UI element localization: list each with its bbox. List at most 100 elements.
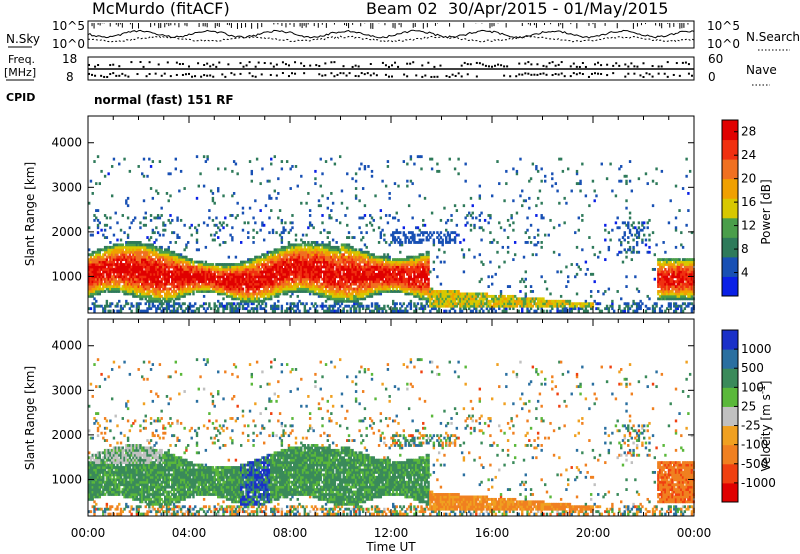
power-cell	[464, 292, 467, 296]
power-cell	[328, 294, 331, 298]
power-cell	[259, 209, 262, 213]
power-cell	[370, 285, 374, 288]
power-cell	[268, 297, 271, 301]
freq-dot	[684, 61, 687, 64]
power-cell	[227, 255, 231, 259]
power-cell	[232, 263, 236, 266]
power-cell	[314, 285, 317, 288]
power-cell	[156, 265, 160, 269]
power-cell	[133, 275, 137, 279]
power-cell	[275, 280, 278, 284]
power-cell	[324, 277, 328, 281]
power-cell	[121, 265, 124, 269]
power-cell	[192, 304, 195, 308]
power-cell	[282, 282, 285, 286]
power-cell	[363, 290, 367, 293]
power-cell	[475, 307, 478, 311]
power-cell	[361, 270, 365, 274]
power-cell	[317, 253, 321, 257]
power-cell	[342, 245, 345, 249]
power-cell	[422, 297, 425, 301]
power-cell	[155, 299, 158, 303]
power-cell	[220, 272, 223, 276]
power-cell	[167, 272, 170, 276]
power-cell	[369, 294, 372, 298]
power-cell	[110, 248, 114, 252]
power-cell	[291, 165, 294, 168]
freq-dot	[506, 65, 509, 68]
power-cell	[328, 250, 331, 254]
power-cell	[240, 272, 243, 276]
power-cell	[349, 297, 352, 301]
power-cell	[259, 260, 262, 264]
power-cell	[450, 294, 453, 298]
power-cell	[98, 182, 102, 186]
power-cell	[285, 287, 289, 291]
power-cell	[167, 245, 170, 249]
power-cell	[146, 250, 149, 254]
power-cell	[116, 255, 119, 259]
power-cell	[425, 277, 428, 281]
power-cell	[252, 260, 255, 264]
power-cell	[271, 258, 275, 262]
power-cell	[229, 267, 232, 271]
power-cell	[330, 297, 333, 301]
power-cell	[181, 263, 185, 266]
power-cell	[347, 270, 351, 274]
power-cell	[363, 282, 367, 286]
power-cell	[167, 290, 170, 293]
power-cell	[208, 277, 211, 281]
power-cell	[439, 231, 443, 235]
freq-dot	[294, 61, 297, 64]
power-cell	[240, 270, 243, 274]
power-cell	[441, 297, 444, 301]
power-cell	[211, 263, 215, 266]
power-cell	[211, 196, 215, 200]
power-cell	[119, 263, 123, 266]
power-cell	[294, 255, 298, 259]
power-cell	[335, 294, 338, 298]
power-cell	[416, 241, 420, 244]
power-cell	[395, 275, 398, 279]
power-cell	[291, 253, 294, 257]
power-cell	[422, 223, 425, 227]
power-cell	[307, 241, 310, 244]
power-cell	[427, 285, 430, 288]
power-cell	[356, 294, 360, 298]
power-cell	[275, 277, 278, 281]
power-cell	[126, 287, 130, 291]
power-cell	[326, 255, 330, 259]
power-cell	[123, 280, 126, 284]
freq-dot	[542, 64, 545, 67]
power-cell	[407, 270, 411, 274]
power-cell	[151, 304, 155, 308]
power-cell	[105, 258, 109, 262]
power-cell	[305, 267, 308, 271]
power-cell	[406, 309, 409, 313]
power-cell	[452, 238, 455, 242]
power-cell	[314, 307, 317, 311]
power-cell	[141, 282, 144, 286]
power-cell	[284, 228, 287, 232]
power-cell	[116, 280, 119, 284]
power-cell	[252, 307, 255, 311]
power-cell	[395, 238, 398, 242]
power-cell	[395, 272, 398, 276]
power-cell	[211, 275, 215, 279]
power-cell	[110, 287, 114, 291]
power-cell	[303, 282, 307, 286]
power-cell	[179, 267, 183, 271]
power-cell	[430, 290, 434, 293]
power-cell	[128, 169, 132, 173]
power-cell	[293, 272, 296, 276]
power-cell	[213, 302, 216, 306]
power-cell	[437, 309, 441, 313]
power-cell	[430, 297, 434, 301]
power-cell	[351, 277, 354, 281]
power-cell	[102, 258, 105, 262]
power-cell	[227, 280, 231, 284]
power-cell	[407, 255, 411, 259]
power-cell	[418, 282, 421, 286]
power-cell	[257, 272, 261, 276]
power-cell	[93, 160, 96, 163]
